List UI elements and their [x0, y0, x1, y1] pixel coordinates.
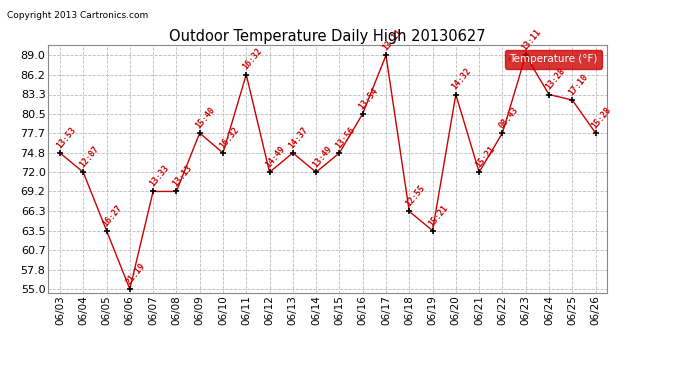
Text: 13:49: 13:49	[310, 144, 333, 170]
Text: 14:32: 14:32	[451, 67, 473, 92]
Text: 13:28: 13:28	[544, 67, 566, 92]
Text: 13:13: 13:13	[171, 164, 194, 189]
Text: 14:37: 14:37	[287, 125, 310, 150]
Text: 15:21: 15:21	[427, 203, 450, 228]
Text: 21:19: 21:19	[124, 261, 147, 286]
Text: 13:53: 13:53	[55, 125, 77, 150]
Text: 12:55: 12:55	[404, 184, 426, 209]
Text: 16:32: 16:32	[241, 47, 264, 72]
Text: 13:33: 13:33	[148, 164, 170, 189]
Title: Outdoor Temperature Daily High 20130627: Outdoor Temperature Daily High 20130627	[170, 29, 486, 44]
Text: 16:32: 16:32	[217, 125, 240, 150]
Legend: Temperature (°F): Temperature (°F)	[505, 50, 602, 69]
Text: 15:21: 15:21	[473, 144, 497, 170]
Text: 13:11: 13:11	[380, 28, 404, 53]
Text: 17:10: 17:10	[566, 72, 590, 97]
Text: 13:54: 13:54	[357, 86, 380, 111]
Text: 14:49: 14:49	[264, 144, 287, 170]
Text: 15:40: 15:40	[194, 105, 217, 130]
Text: 15:28: 15:28	[590, 105, 613, 130]
Text: 16:27: 16:27	[101, 203, 124, 228]
Text: Copyright 2013 Cartronics.com: Copyright 2013 Cartronics.com	[7, 11, 148, 20]
Text: 12:07: 12:07	[78, 144, 101, 170]
Text: 08:43: 08:43	[497, 105, 520, 130]
Text: 13:56: 13:56	[334, 125, 357, 150]
Text: 13:11: 13:11	[520, 28, 543, 53]
